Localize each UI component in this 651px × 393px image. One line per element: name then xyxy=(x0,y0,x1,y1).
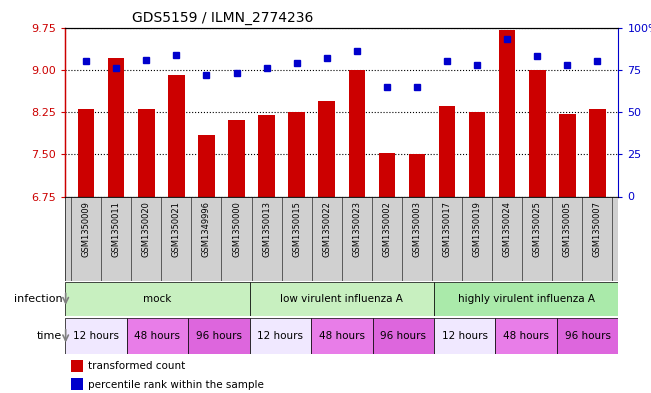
Bar xyxy=(409,154,425,196)
Bar xyxy=(65,318,126,354)
Text: transformed count: transformed count xyxy=(89,361,186,371)
Text: 96 hours: 96 hours xyxy=(196,331,242,341)
Text: time: time xyxy=(37,331,62,341)
Text: GSM1350023: GSM1350023 xyxy=(352,201,361,257)
Text: mock: mock xyxy=(143,294,171,304)
Text: GSM1350021: GSM1350021 xyxy=(172,201,181,257)
Bar xyxy=(138,109,154,196)
Bar xyxy=(126,318,188,354)
Text: 12 hours: 12 hours xyxy=(73,331,119,341)
Bar xyxy=(71,360,83,372)
Bar xyxy=(288,112,305,196)
Bar xyxy=(249,318,311,354)
Bar xyxy=(78,109,94,196)
Bar xyxy=(434,282,618,316)
Text: GSM1350005: GSM1350005 xyxy=(563,201,572,257)
Text: percentile rank within the sample: percentile rank within the sample xyxy=(89,380,264,390)
Text: GSM1349996: GSM1349996 xyxy=(202,201,211,257)
Bar xyxy=(495,318,557,354)
Bar xyxy=(434,318,495,354)
Text: highly virulent influenza A: highly virulent influenza A xyxy=(458,294,595,304)
Bar xyxy=(559,114,575,196)
Bar xyxy=(529,70,546,196)
Text: 12 hours: 12 hours xyxy=(257,331,303,341)
Text: GSM1350013: GSM1350013 xyxy=(262,201,271,257)
Text: GSM1350003: GSM1350003 xyxy=(413,201,421,257)
Bar xyxy=(469,112,486,196)
Text: GSM1350000: GSM1350000 xyxy=(232,201,241,257)
Bar xyxy=(71,378,83,390)
Bar xyxy=(439,107,455,196)
Text: 12 hours: 12 hours xyxy=(442,331,488,341)
Bar xyxy=(372,318,434,354)
Bar xyxy=(379,153,395,196)
Text: GSM1350011: GSM1350011 xyxy=(112,201,120,257)
Text: low virulent influenza A: low virulent influenza A xyxy=(281,294,403,304)
Bar xyxy=(249,282,434,316)
Bar xyxy=(258,115,275,196)
Text: GSM1350024: GSM1350024 xyxy=(503,201,512,257)
Bar xyxy=(318,101,335,196)
Text: 48 hours: 48 hours xyxy=(134,331,180,341)
Text: 48 hours: 48 hours xyxy=(319,331,365,341)
Bar xyxy=(168,75,185,196)
Bar xyxy=(108,59,124,196)
Bar xyxy=(311,318,372,354)
Text: infection: infection xyxy=(14,294,62,304)
Text: GSM1350025: GSM1350025 xyxy=(533,201,542,257)
Text: 96 hours: 96 hours xyxy=(380,331,426,341)
Bar xyxy=(499,30,516,196)
Text: GDS5159 / ILMN_2774236: GDS5159 / ILMN_2774236 xyxy=(132,11,313,25)
Bar xyxy=(188,318,249,354)
Text: GSM1350017: GSM1350017 xyxy=(443,201,452,257)
Text: 48 hours: 48 hours xyxy=(503,331,549,341)
Bar xyxy=(589,109,605,196)
Text: GSM1350019: GSM1350019 xyxy=(473,201,482,257)
Bar xyxy=(198,134,215,196)
Bar xyxy=(65,196,618,281)
Bar xyxy=(348,70,365,196)
Text: GSM1350022: GSM1350022 xyxy=(322,201,331,257)
Text: GSM1350015: GSM1350015 xyxy=(292,201,301,257)
Text: GSM1350007: GSM1350007 xyxy=(593,201,602,257)
Bar xyxy=(229,121,245,196)
Text: 96 hours: 96 hours xyxy=(564,331,611,341)
Text: GSM1350020: GSM1350020 xyxy=(142,201,151,257)
Text: GSM1350002: GSM1350002 xyxy=(382,201,391,257)
Bar xyxy=(557,318,618,354)
Bar xyxy=(65,282,249,316)
Text: GSM1350009: GSM1350009 xyxy=(81,201,90,257)
